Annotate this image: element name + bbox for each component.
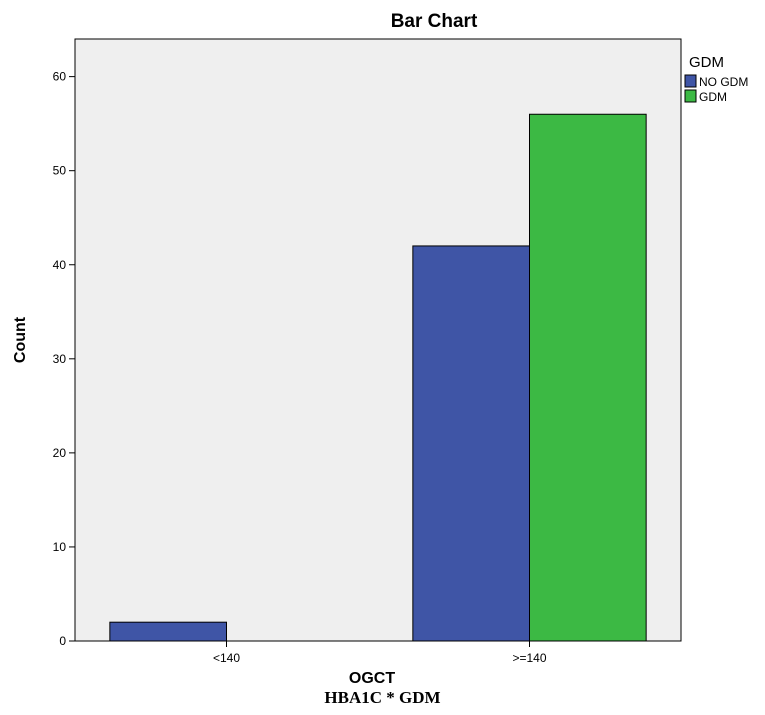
bar-no-gdm-0 [109, 621, 227, 642]
y-tick-label: 40 [53, 258, 67, 272]
x-tick-label: >=140 [512, 651, 546, 665]
y-tick-label: 60 [53, 70, 67, 84]
y-tick-label: 30 [53, 352, 67, 366]
x-tick-label: <140 [213, 651, 240, 665]
bar-no-gdm-1 [412, 245, 530, 642]
bar-gdm-1 [529, 113, 647, 642]
legend-label-no-gdm: NO GDM [699, 75, 748, 89]
legend-title: GDM [689, 54, 724, 71]
legend-label-gdm: GDM [699, 90, 727, 104]
x-axis-label: OGCT [349, 670, 395, 687]
y-tick-label: 50 [53, 164, 67, 178]
y-axis-label: Count [12, 316, 29, 363]
legend-swatch-no-gdm [684, 74, 697, 88]
legend-swatch-gdm [684, 89, 697, 103]
y-tick-label: 0 [59, 634, 66, 648]
y-tick-label: 10 [53, 540, 67, 554]
figure-caption: HBA1C * GDM [324, 688, 441, 707]
y-tick-label: 20 [53, 446, 67, 460]
chart-title: Bar Chart [391, 11, 478, 32]
